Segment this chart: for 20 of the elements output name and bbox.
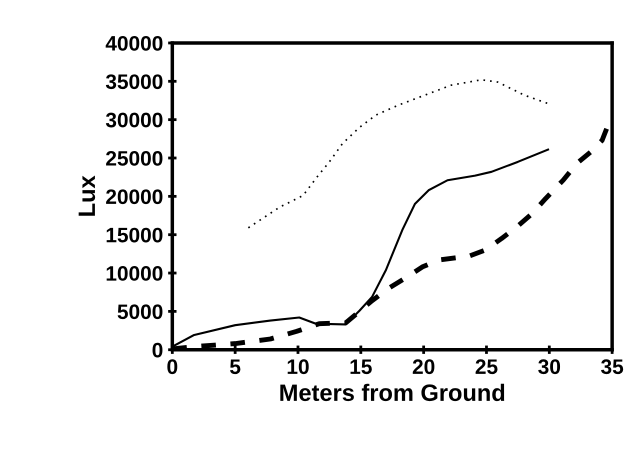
- x-tick-label: 20: [412, 359, 434, 374]
- y-tick-label: 40000: [106, 36, 162, 51]
- y-tick-label: 10000: [106, 266, 162, 281]
- y-tick-label: 0: [152, 342, 162, 358]
- y-tick-label: 25000: [106, 151, 162, 166]
- x-tick-label: 35: [601, 359, 624, 374]
- line-series: [248, 78, 549, 229]
- y-axis-title: Lux: [78, 176, 96, 216]
- x-axis-title: Meters from Ground: [280, 384, 504, 402]
- x-tick-label: 30: [538, 359, 560, 374]
- y-tick-label: 15000: [106, 228, 162, 242]
- y-tick-label: 5000: [118, 304, 162, 320]
- x-tick-label: 0: [167, 359, 178, 374]
- x-tick-label: 10: [288, 359, 309, 374]
- x-tick-label: 5: [230, 360, 240, 374]
- y-tick-label: 30000: [106, 112, 162, 128]
- y-tick-label: 35000: [106, 74, 162, 90]
- y-tick-label: 20000: [106, 189, 162, 204]
- x-tick-label: 15: [350, 360, 372, 374]
- x-tick-label: 25: [476, 359, 498, 374]
